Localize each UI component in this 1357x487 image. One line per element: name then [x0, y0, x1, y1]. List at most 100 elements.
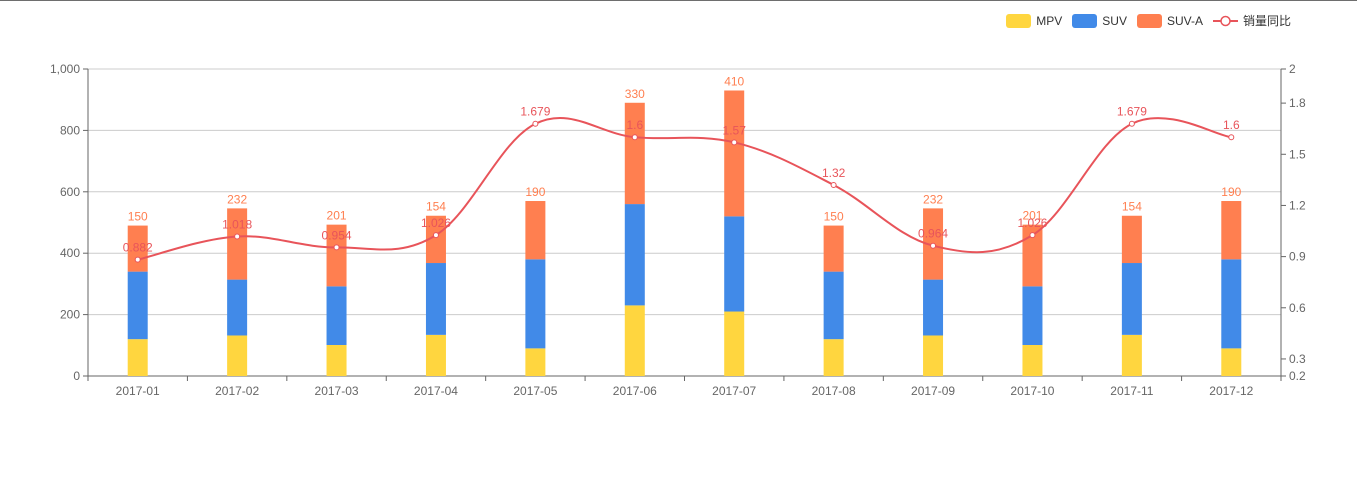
y-left-tick-label: 400 — [60, 246, 80, 260]
bar-suv — [624, 204, 645, 306]
line-label-yoy: 1.32 — [822, 166, 846, 180]
line-label-yoy: 1.026 — [421, 216, 451, 230]
legend-item-yoy[interactable]: 销量同比 — [1212, 12, 1291, 29]
line-label-yoy: 1.679 — [520, 105, 550, 119]
y-right-tick-label: 0.6 — [1289, 301, 1306, 315]
line-label-yoy: 1.6 — [626, 118, 643, 132]
x-tick-label: 2017-01 — [116, 384, 160, 398]
x-tick-label: 2017-05 — [513, 384, 557, 398]
line-label-yoy: 0.882 — [123, 241, 153, 255]
bar-mpv — [1221, 348, 1242, 376]
bar-suv — [227, 279, 248, 336]
y-right-tick-label: 1.5 — [1289, 147, 1306, 161]
bar-suv — [923, 279, 944, 336]
bar-mpv — [923, 335, 944, 376]
y-right-tick-label: 0.9 — [1289, 250, 1306, 264]
bar-label-suva: 201 — [327, 209, 347, 223]
line-point-yoy — [1128, 120, 1135, 127]
bar-suv — [724, 216, 745, 312]
bar-suva — [425, 215, 446, 264]
legend-label-suva: SUV-A — [1166, 13, 1203, 28]
bar-label-suva: 154 — [1122, 200, 1142, 214]
line-point-yoy — [930, 242, 937, 249]
bar-mpv — [127, 339, 148, 376]
bar-suv — [823, 271, 844, 340]
line-point-yoy — [1029, 232, 1036, 239]
bar-suv — [127, 271, 148, 340]
bar-mpv — [227, 335, 248, 376]
legend-swatch-suva — [1136, 13, 1162, 28]
bar-label-suva: 190 — [525, 185, 545, 199]
bar-suv — [1022, 286, 1043, 345]
y-right-tick-label: 2 — [1289, 62, 1296, 76]
line-point-yoy — [631, 134, 638, 141]
line-point-yoy — [134, 256, 141, 263]
x-tick-label: 2017-10 — [1010, 384, 1054, 398]
x-tick-label: 2017-02 — [215, 384, 259, 398]
line-point-yoy — [532, 120, 539, 127]
bar-suv — [1121, 263, 1142, 335]
bar-suva — [624, 102, 645, 205]
y-right-tick-label: 0.2 — [1289, 369, 1306, 383]
bar-suva — [1022, 224, 1043, 287]
line-point-yoy — [731, 139, 738, 146]
line-yoy — [137, 117, 1232, 261]
legend-item-suva[interactable]: SUV-A — [1136, 13, 1203, 28]
bar-suva — [823, 225, 844, 272]
bar-label-suva: 410 — [724, 74, 744, 88]
bar-suv — [525, 259, 546, 349]
y-left-tick-label: 800 — [60, 123, 80, 137]
bar-label-suva: 154 — [426, 200, 446, 214]
bar-label-suva: 232 — [923, 192, 943, 206]
legend-label-yoy: 销量同比 — [1242, 14, 1291, 28]
y-right-tick-label: 0.3 — [1289, 352, 1306, 366]
line-label-yoy: 1.026 — [1017, 216, 1047, 230]
legend-item-mpv[interactable]: MPV — [1006, 13, 1063, 28]
x-tick-label: 2017-03 — [315, 384, 359, 398]
y-left-tick-label: 0 — [73, 369, 80, 383]
y-right-tick-label: 1.8 — [1289, 96, 1306, 110]
bar-suv — [1221, 259, 1242, 349]
bar-label-suva: 190 — [1221, 185, 1241, 199]
x-tick-label: 2017-11 — [1110, 384, 1153, 398]
bar-mpv — [823, 339, 844, 376]
bar-suva — [326, 224, 347, 287]
line-label-yoy: 1.679 — [1117, 105, 1147, 119]
x-tick-label: 2017-12 — [1209, 384, 1253, 398]
line-label-yoy: 1.6 — [1223, 118, 1240, 132]
legend-label-mpv: MPV — [1036, 13, 1063, 28]
bar-suv — [425, 263, 446, 335]
line-point-yoy — [1228, 134, 1235, 141]
legend-swatch-suv — [1072, 13, 1098, 28]
bar-suva — [127, 225, 148, 272]
y-right-tick-label: 1.2 — [1289, 198, 1306, 212]
legend-item-suv[interactable]: SUV — [1072, 13, 1127, 28]
bar-label-suva: 201 — [1022, 209, 1042, 223]
y-left-tick-label: 200 — [60, 308, 80, 322]
line-point-yoy — [234, 233, 241, 240]
bar-suva — [1121, 215, 1142, 264]
bar-label-suva: 330 — [625, 87, 645, 101]
x-tick-label: 2017-09 — [911, 384, 955, 398]
x-tick-label: 2017-07 — [712, 384, 756, 398]
x-tick-label: 2017-06 — [613, 384, 657, 398]
line-point-yoy — [432, 232, 439, 239]
line-point-yoy — [830, 181, 837, 188]
bar-mpv — [1121, 334, 1142, 376]
x-tick-label: 2017-04 — [414, 384, 458, 398]
bar-mpv — [624, 305, 645, 376]
legend-label-suv: SUV — [1102, 13, 1127, 28]
line-label-yoy: 0.964 — [918, 227, 948, 241]
top-border — [0, 0, 1357, 1]
bar-mpv — [425, 334, 446, 376]
bar-mpv — [525, 348, 546, 376]
bar-suva — [1221, 201, 1242, 260]
bar-label-suva: 150 — [128, 210, 148, 224]
line-point-yoy — [333, 244, 340, 251]
y-left-tick-label: 1,000 — [50, 62, 80, 76]
bar-suva — [724, 90, 745, 217]
bar-suva — [227, 208, 248, 280]
line-label-yoy: 1.018 — [222, 217, 252, 231]
line-label-yoy: 0.954 — [322, 228, 352, 242]
